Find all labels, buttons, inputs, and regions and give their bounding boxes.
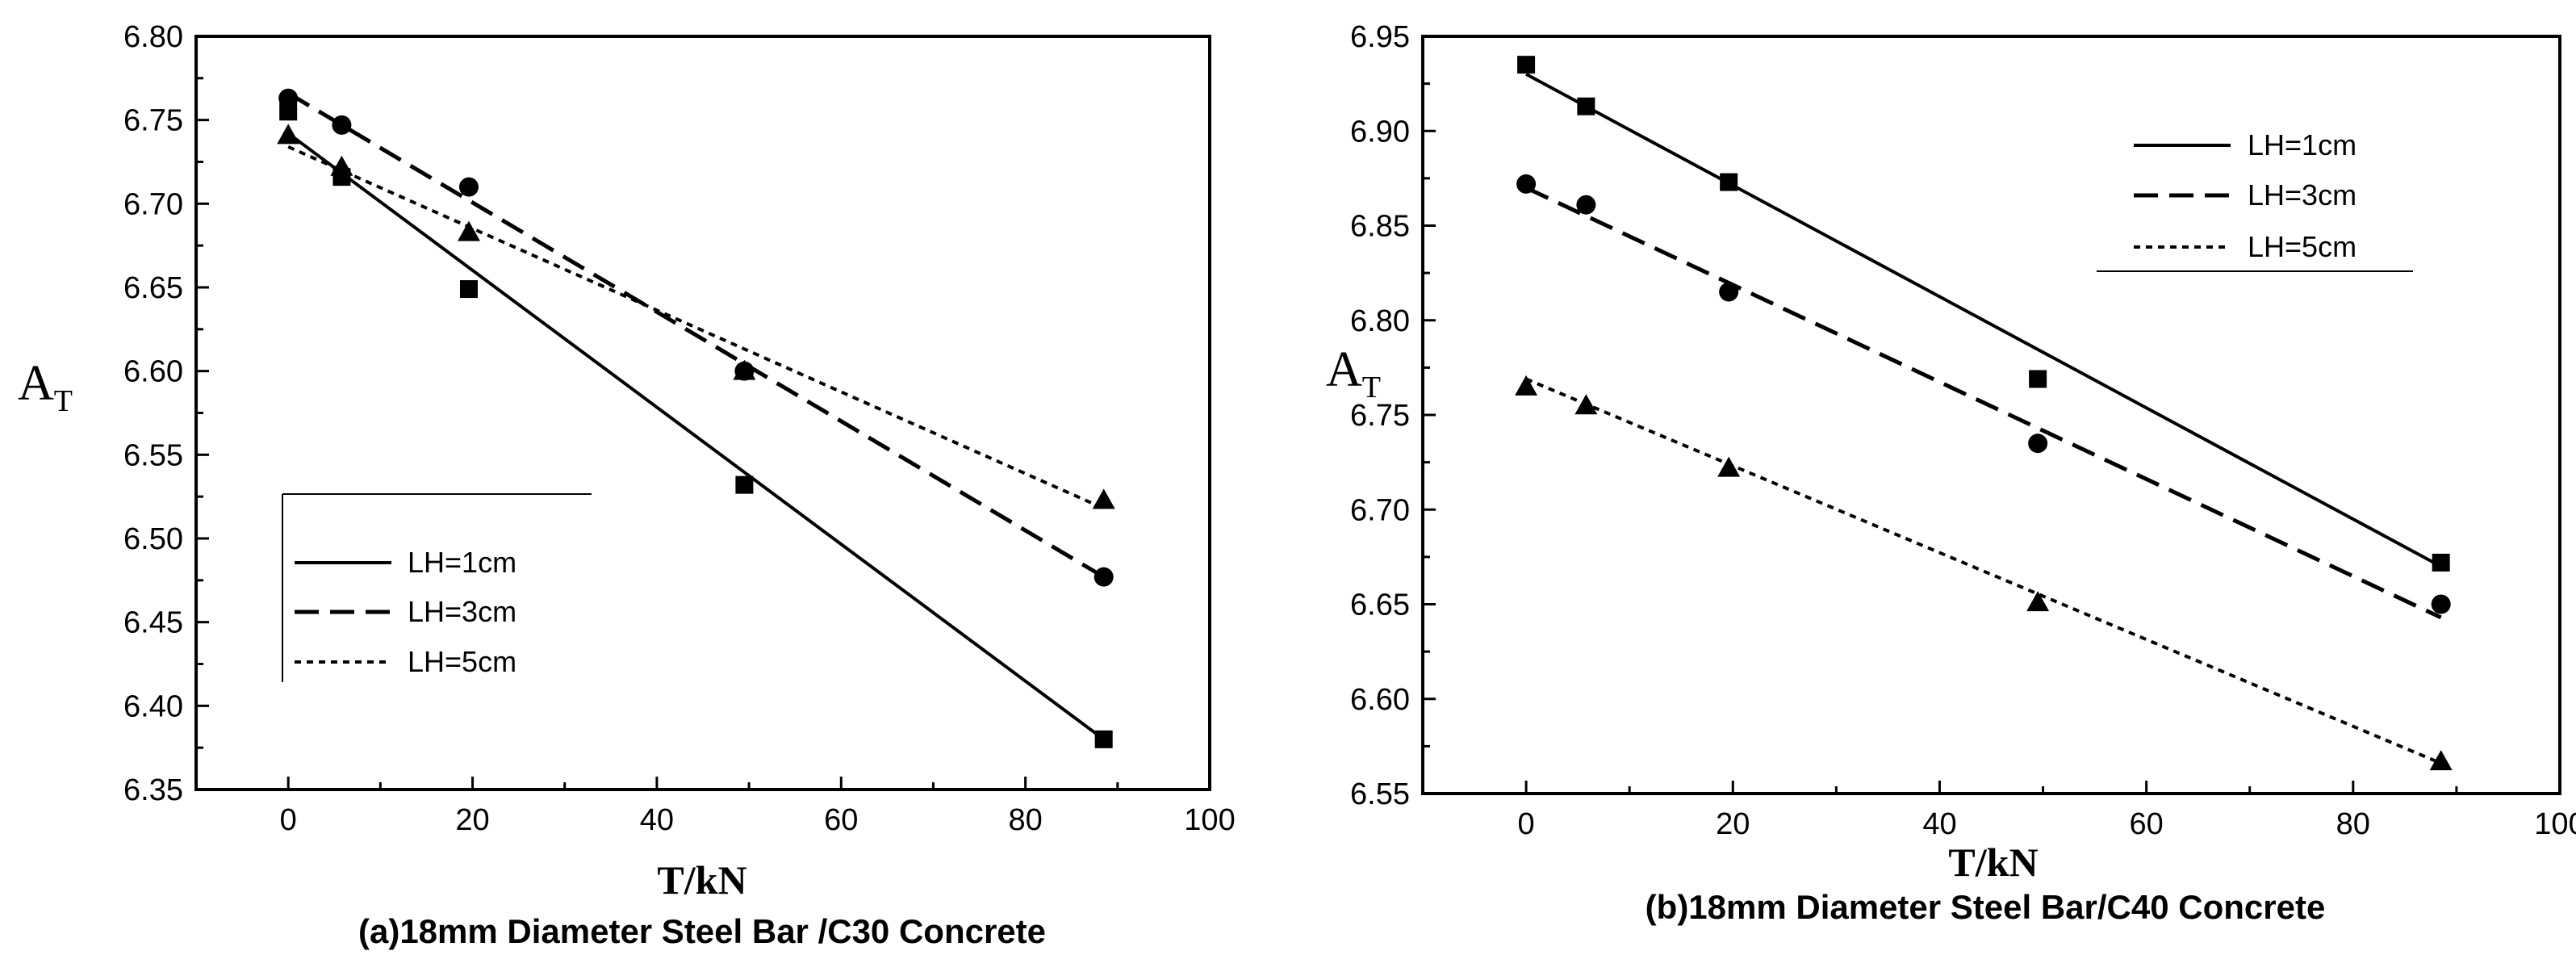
x-tick-label-a-5: 100 (1184, 803, 1235, 837)
x-ticks-a: 0 20 40 60 80 100 (194, 777, 1236, 837)
y-tick-label-b-2: 6.65 (1350, 589, 1410, 622)
caption-b: (b)18mm Diameter Steel Bar/C40 Concrete (1646, 888, 2326, 926)
point-b-s0-1 (1577, 97, 1595, 115)
point-b-s0-4 (2432, 553, 2450, 572)
point-b-s1-3 (2028, 434, 2048, 454)
x-tick-label-a-0: 0 (280, 803, 297, 837)
y-tick-label-b-3: 6.70 (1350, 493, 1410, 527)
point-a-s0-3 (735, 475, 754, 494)
x-tick-label-b-2: 40 (1922, 807, 1956, 841)
legend-a-label-3: LH=5cm (408, 645, 516, 678)
x-tick-label-b-1: 20 (1716, 807, 1750, 841)
point-a-s1-4 (1094, 567, 1114, 587)
y-tick-label-b-6: 6.85 (1350, 210, 1410, 244)
point-a-s1-2 (458, 177, 479, 197)
y-ticks-b: 6.55 6.60 6.65 6.70 6.75 6.80 6.85 6.90 6.95 (1350, 20, 1436, 811)
x-tick-label-b-4: 80 (2336, 807, 2370, 841)
point-a-s0-4 (1094, 730, 1113, 748)
point-b-s1-4 (2431, 594, 2451, 614)
x-axis-label-b: T/kN (1948, 840, 2038, 885)
point-a-s2-4 (1092, 488, 1115, 509)
fit-lines-b (1525, 73, 2442, 765)
point-b-s2-0 (1515, 375, 1538, 396)
y-ticks-a: 6.35 6.40 6.45 6.50 6.55 6.60 6.65 6.70 6.75 6.80 (123, 20, 209, 807)
point-b-s1-1 (1576, 195, 1596, 215)
legend-a-label-2: LH=3cm (408, 595, 516, 628)
legend-a: LH=1cm LH=3cm LH=5cm (282, 493, 592, 682)
point-b-s2-4 (2429, 750, 2453, 771)
x-axis-label-a: T/kN (657, 857, 746, 903)
y-tick-label-b-5: 6.80 (1350, 304, 1410, 338)
x-tick-label-b-5: 100 (2534, 807, 2576, 841)
markers-b (1515, 56, 2453, 771)
x-tick-label-a-4: 80 (1008, 803, 1042, 837)
point-a-s0-2 (459, 280, 478, 299)
fit-line-a-0 (286, 132, 1105, 741)
point-b-s2-3 (2026, 591, 2050, 612)
point-a-s2-2 (457, 220, 480, 241)
plot-frame-b (1421, 35, 2561, 795)
y-tick-label-a-9: 6.80 (123, 20, 183, 54)
point-b-s2-2 (1717, 456, 1741, 477)
x-tick-label-a-1: 20 (455, 803, 489, 837)
x-tick-label-a-3: 60 (824, 803, 858, 837)
point-b-s1-0 (1516, 174, 1537, 194)
fit-line-a-2 (287, 145, 1105, 510)
y-tick-label-a-3: 6.50 (123, 522, 183, 556)
y-tick-label-a-6: 6.65 (123, 271, 183, 305)
point-b-s0-3 (2029, 370, 2047, 388)
point-a-s1-0 (278, 88, 299, 108)
fit-lines-a (286, 91, 1105, 741)
y-tick-label-a-1: 6.40 (123, 689, 183, 723)
fit-line-b-2 (1525, 377, 2442, 765)
y-tick-label-b-4: 6.75 (1350, 399, 1410, 433)
legend-a-label-1: LH=1cm (408, 546, 516, 579)
point-a-s2-1 (330, 155, 353, 176)
x-tick-label-b-0: 0 (1518, 807, 1535, 841)
x-tick-label-a-2: 40 (640, 803, 674, 837)
point-b-s0-2 (1720, 173, 1738, 191)
y-tick-label-a-7: 6.70 (123, 187, 183, 221)
point-a-s2-0 (277, 124, 300, 145)
plot-frame-a (194, 35, 1211, 791)
chart-panel-b: 0 20 40 60 80 100 6.55 6.60 6.65 6.70 6.75 6.80 6.8… (1326, 20, 2576, 926)
point-b-s1-2 (1719, 282, 1739, 302)
y-tick-label-a-5: 6.60 (123, 355, 183, 389)
y-tick-label-b-7: 6.90 (1350, 115, 1410, 149)
legend-b-label-2: LH=3cm (2248, 178, 2356, 212)
point-b-s0-0 (1517, 56, 1536, 74)
fit-line-b-0 (1525, 73, 2442, 568)
x-ticks-b: 0 20 40 60 80 100 (1421, 781, 2576, 841)
point-a-s1-1 (332, 115, 352, 135)
y-tick-label-a-4: 6.55 (123, 438, 183, 472)
markers-a (277, 88, 1115, 748)
y-tick-label-b-1: 6.60 (1350, 683, 1410, 717)
y-axis-label-b: AT (1326, 342, 1381, 404)
y-axis-label-a: AT (18, 356, 73, 418)
legend-b: LH=1cm LH=3cm LH=5cm (2097, 128, 2413, 272)
legend-b-label-1: LH=1cm (2248, 128, 2356, 161)
legend-b-label-3: LH=5cm (2248, 230, 2356, 263)
point-a-s0-0 (279, 103, 298, 121)
point-a-s2-3 (733, 359, 756, 380)
y-tick-label-b-0: 6.55 (1350, 777, 1410, 811)
y-tick-label-a-2: 6.45 (123, 606, 183, 640)
fit-line-b-1 (1525, 186, 2442, 620)
point-b-s2-1 (1574, 394, 1598, 415)
chart-panel-a: 0 20 40 60 80 100 6.35 6.40 6.45 6.50 6.55 6.60 6.6… (18, 20, 1236, 950)
caption-a: (a)18mm Diameter Steel Bar /C30 Concrete (358, 912, 1046, 950)
x-tick-label-b-3: 60 (2129, 807, 2163, 841)
fit-line-a-1 (286, 91, 1105, 579)
y-tick-label-a-0: 6.35 (123, 773, 183, 807)
y-tick-label-a-8: 6.75 (123, 104, 183, 138)
y-tick-label-b-8: 6.95 (1350, 20, 1410, 54)
